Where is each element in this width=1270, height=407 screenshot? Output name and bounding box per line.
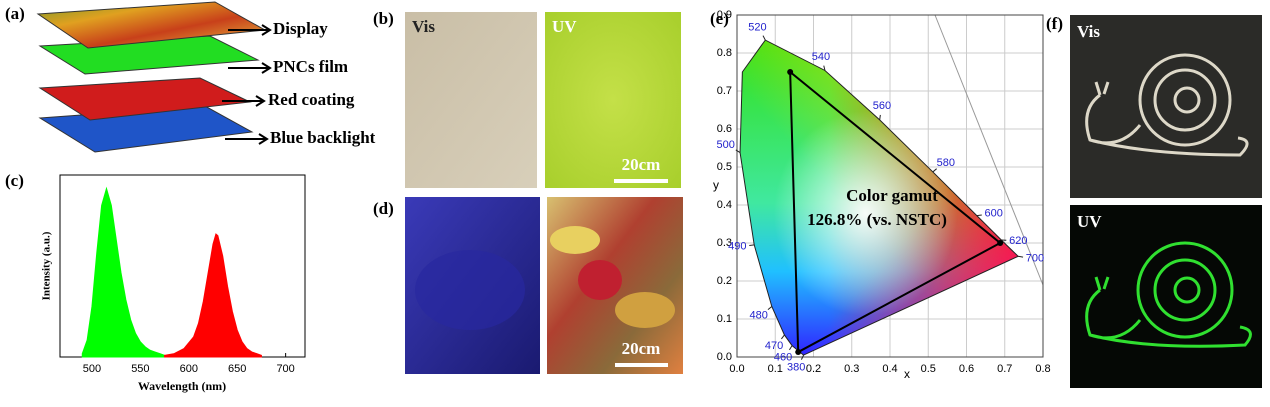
photo-label: Vis — [412, 17, 435, 36]
x-tick-label: 550 — [131, 363, 149, 375]
scale-label: 20cm — [622, 339, 661, 358]
layer-label: Blue backlight — [270, 128, 376, 147]
gamut-vertex — [787, 69, 793, 75]
y-axis-label: Intensity (a.u.) — [41, 231, 53, 300]
wavelength-label: 380 — [787, 362, 805, 374]
layer-label: Red coating — [268, 90, 355, 109]
annotation: 126.8% (vs. NSTC) — [807, 210, 947, 229]
layer-stack — [38, 2, 265, 152]
wavelength-label: 500 — [716, 139, 734, 151]
snail-vis-photo — [1070, 15, 1262, 198]
photo-detail — [550, 226, 600, 254]
wavelength-label: 490 — [728, 241, 746, 253]
wavelength-tick — [880, 115, 881, 120]
photo-label: Vis — [1077, 22, 1100, 41]
x-tick-label: 650 — [228, 363, 246, 375]
wavelength-label: 560 — [873, 100, 891, 112]
x-tick-label: 0.7 — [997, 363, 1012, 375]
wavelength-label: 480 — [749, 309, 767, 321]
panel-label: (a) — [5, 4, 25, 23]
gamut-vertex — [997, 240, 1003, 246]
y-tick-label: 0.6 — [717, 123, 732, 135]
x-tick-label: 600 — [180, 363, 198, 375]
y-tick-label: 0.1 — [717, 313, 732, 325]
wavelength-label: 470 — [765, 340, 783, 352]
y-tick-label: 0.9 — [717, 9, 732, 21]
wavelength-label: 520 — [748, 22, 766, 34]
y-tick-label: 0.7 — [717, 85, 732, 97]
panel-label: (d) — [373, 199, 394, 218]
wavelength-label: 600 — [985, 208, 1003, 220]
wavelength-label: 580 — [937, 157, 955, 169]
layer-label: Display — [273, 19, 328, 38]
x-axis-label: x — [904, 367, 910, 381]
display-layer — [38, 2, 265, 48]
wavelength-label: 620 — [1009, 235, 1027, 247]
x-tick-label: 0.4 — [882, 363, 897, 375]
wavelength-tick — [768, 306, 772, 309]
y-tick-label: 0.2 — [717, 275, 732, 287]
x-tick-label: 0.8 — [1035, 363, 1050, 375]
y-tick-label: 0.4 — [717, 199, 732, 211]
x-tick-label: 0.3 — [844, 363, 859, 375]
wavelength-tick — [789, 346, 792, 350]
x-tick-label: 700 — [276, 363, 294, 375]
y-tick-label: 0.0 — [717, 351, 732, 363]
wavelength-tick — [763, 36, 765, 40]
x-tick-label: 0.2 — [806, 363, 821, 375]
snail-uv-photo — [1070, 205, 1262, 388]
wavelength-tick — [933, 169, 937, 172]
x-tick-label: 0.5 — [921, 363, 936, 375]
gamut-vertex — [795, 349, 801, 355]
x-tick-label: 0.0 — [729, 363, 744, 375]
scale-label: 20cm — [622, 155, 661, 174]
photo-detail — [578, 260, 622, 300]
panel-label: (f) — [1046, 14, 1063, 33]
uv-photo — [545, 12, 681, 188]
panel-label: (c) — [5, 171, 24, 190]
x-tick-label: 500 — [83, 363, 101, 375]
photo-detail — [415, 250, 525, 330]
wavelength-tick — [736, 150, 740, 153]
wavelength-tick — [781, 335, 784, 339]
photo-detail — [615, 292, 675, 328]
wavelength-tick — [977, 215, 982, 216]
y-tick-label: 0.5 — [717, 161, 732, 173]
wavelength-label: 540 — [812, 51, 830, 63]
wavelength-tick — [1018, 256, 1023, 257]
wavelength-label: 700 — [1026, 253, 1044, 265]
x-tick-label: 0.6 — [959, 363, 974, 375]
wavelength-label: 460 — [774, 351, 792, 363]
x-tick-label: 0.1 — [768, 363, 783, 375]
layer-label: PNCs film — [273, 57, 348, 76]
spectrum — [82, 188, 164, 357]
photo-label: UV — [552, 17, 577, 36]
vis-photo — [405, 12, 537, 188]
photo-label: UV — [1077, 212, 1102, 231]
x-axis-label: Wavelength (nm) — [138, 379, 226, 393]
panel-label: (b) — [373, 9, 394, 28]
y-tick-label: 0.8 — [717, 47, 732, 59]
spectrum — [165, 234, 262, 357]
annotation: Color gamut — [846, 186, 938, 205]
wavelength-tick — [749, 245, 754, 246]
y-axis-label: y — [713, 178, 719, 192]
